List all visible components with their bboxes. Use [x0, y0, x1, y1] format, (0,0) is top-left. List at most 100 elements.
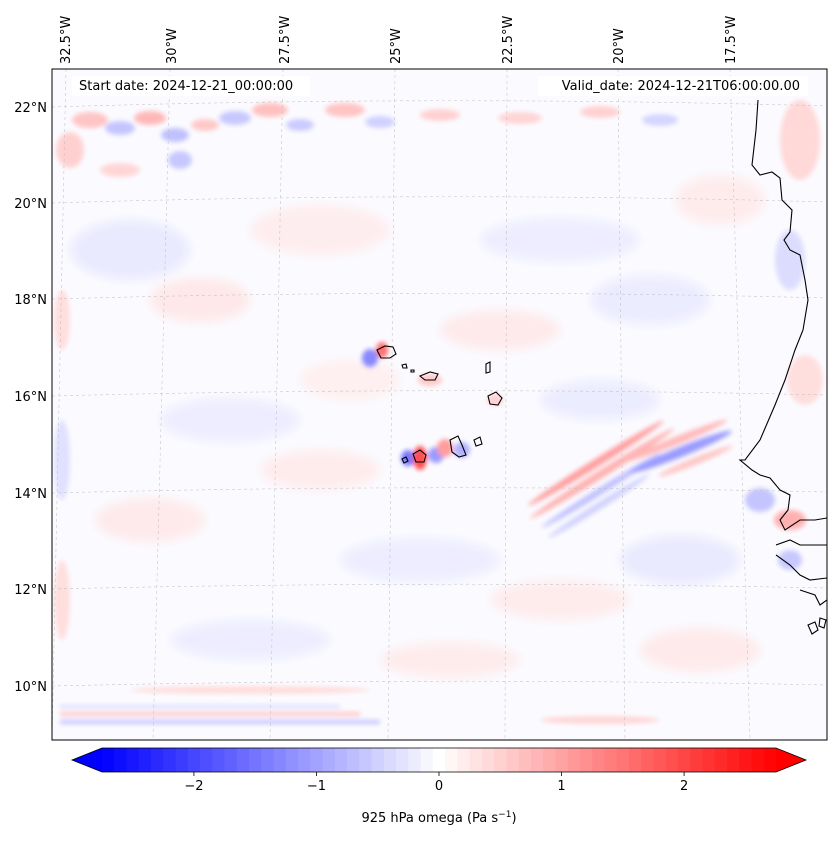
colorbar-step: [579, 748, 593, 772]
island-sao-vicente: [401, 363, 408, 369]
lat-label: 22°N: [14, 101, 47, 116]
start-date-box: [72, 76, 310, 96]
lat-label: 12°N: [14, 583, 47, 598]
colorbar-steps: [102, 748, 777, 772]
colorbar-step: [126, 748, 140, 772]
bijagos-islands: [807, 617, 827, 635]
longitude-labels: 32.5°W 30°W 27.5°W 25°W 22.5°W 20°W 17.5…: [59, 16, 739, 64]
colorbar-step: [592, 748, 606, 772]
colorbar-step: [445, 748, 458, 772]
lat-label: 16°N: [14, 390, 47, 405]
colorbar-tick-label: 2: [680, 779, 688, 794]
africa-coastline: [738, 99, 827, 531]
colorbar-step: [396, 748, 409, 772]
colorbar-step: [432, 748, 446, 772]
colorbar-tick-label: −1: [307, 779, 326, 794]
lon-label: 30°W: [165, 28, 180, 64]
colorbar-step: [298, 748, 311, 772]
colorbar-step: [334, 748, 348, 772]
island-maio: [473, 436, 483, 447]
colorbar-step: [739, 748, 753, 772]
lon-label: 17.5°W: [724, 16, 739, 64]
colorbar-step: [628, 748, 642, 772]
island-sao-nicolau: [418, 371, 439, 381]
colorbar-step: [530, 748, 544, 772]
colorbar-step: [567, 748, 581, 772]
valid-date-box: [538, 76, 808, 96]
colorbar-step: [359, 748, 373, 772]
lon-label: 25°W: [389, 28, 404, 64]
colorbar-step: [604, 748, 618, 772]
colorbar-step: [677, 748, 691, 772]
colorbar-step: [408, 748, 422, 772]
map-frame: [51, 68, 828, 741]
island-sal: [485, 361, 491, 374]
omega-field: [70, 175, 765, 678]
colorbar-ticks: −2 −1 0 1 2: [184, 772, 688, 794]
colorbar-step: [310, 748, 324, 772]
colorbar-max-extension: [776, 748, 806, 772]
latitude-labels: 22°N 20°N 18°N 16°N 14°N 12°N 10°N: [14, 101, 47, 695]
colorbar-step: [653, 748, 667, 772]
colorbar-step: [138, 748, 152, 772]
colorbar-step: [518, 748, 532, 772]
colorbar-step: [261, 748, 275, 772]
island-fogo: [412, 449, 427, 463]
colorbar-step: [212, 748, 226, 772]
colorbar-step: [187, 748, 201, 772]
island-santiago: [449, 435, 467, 458]
gambia-coastline: [775, 539, 827, 546]
colorbar-step: [273, 748, 287, 772]
start-date-label: Start date: 2024-12-21_00:00:00: [79, 79, 293, 94]
lon-label: 32.5°W: [59, 16, 74, 64]
colorbar-tick-label: −2: [184, 779, 203, 794]
colorbar-step: [102, 748, 115, 772]
gridlines: [52, 69, 827, 740]
colorbar-step: [114, 748, 128, 772]
colorbar-step: [763, 748, 777, 772]
valid-date-label: Valid_date: 2024-12-21T06:00:00.00: [562, 79, 800, 94]
lon-label: 20°W: [612, 28, 627, 64]
island-santa-luzia: [410, 369, 415, 373]
colorbar-step: [555, 748, 569, 772]
colorbar-step: [726, 748, 740, 772]
lon-label: 27.5°W: [278, 16, 293, 64]
coastlines: [376, 99, 827, 635]
lat-label: 20°N: [14, 197, 47, 212]
colorbar-step: [249, 748, 262, 772]
island-boa-vista: [487, 391, 503, 406]
colorbar-tick-label: 1: [557, 779, 565, 794]
colorbar-step: [616, 748, 630, 772]
colorbar-step: [371, 748, 385, 772]
colorbar-step: [347, 748, 360, 772]
colorbar-step: [163, 748, 177, 772]
colorbar-step: [665, 748, 679, 772]
colorbar-step: [641, 748, 655, 772]
colorbar-step: [702, 748, 716, 772]
colorbar-step: [236, 748, 250, 772]
omega-field-detail: [54, 100, 823, 724]
colorbar-step: [457, 748, 471, 772]
colorbar-step: [383, 748, 397, 772]
colorbar-step: [151, 748, 164, 772]
guinea-bissau-coastline: [775, 554, 827, 581]
colorbar-step: [751, 748, 765, 772]
lat-label: 18°N: [14, 293, 47, 308]
colorbar-step: [420, 748, 434, 772]
colorbar-step: [200, 748, 213, 772]
colorbar-step: [690, 748, 704, 772]
colorbar-outline: [70, 747, 808, 773]
guinea-coastline: [799, 589, 827, 606]
colorbar-step: [543, 748, 557, 772]
colorbar-label: 925 hPa omega (Pa s−1): [361, 810, 516, 826]
island-brava: [401, 456, 409, 464]
colorbar-step: [506, 748, 520, 772]
colorbar-min-extension: [72, 748, 102, 772]
colorbar-step: [494, 748, 507, 772]
island-santo-antao: [376, 345, 397, 359]
colorbar-step: [322, 748, 336, 772]
lat-label: 14°N: [14, 487, 47, 502]
lon-label: 22.5°W: [501, 16, 516, 64]
colorbar-step: [175, 748, 189, 772]
